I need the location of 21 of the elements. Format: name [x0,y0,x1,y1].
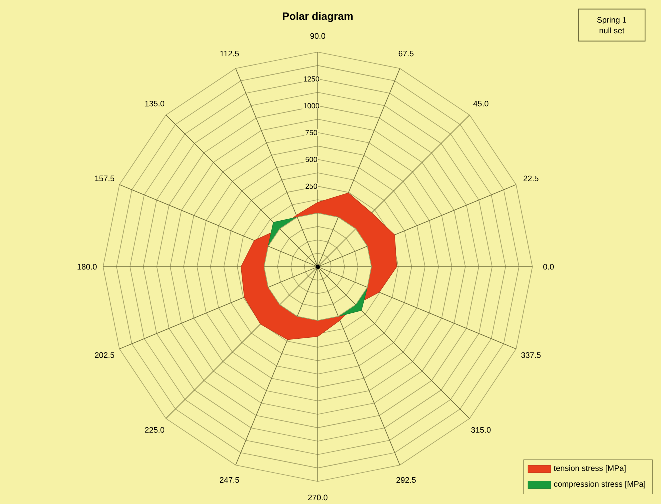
spoke-label: 202.5 [95,352,114,358]
text: null set [600,28,625,34]
spoke-label: 225.0 [145,427,165,434]
spoke-label: 337.5 [522,352,541,358]
spoke-label: 67.5 [398,50,414,57]
legend-label: tension stress [MPa] [554,465,626,473]
spoke-label: 292.5 [396,477,416,484]
spoke-label: 180.0 [78,264,97,270]
spoke-label: 157.5 [95,176,114,182]
chart-title: Polar diagram [283,12,353,22]
spoke-label: 0.0 [544,264,554,270]
spoke-label: 315.0 [471,427,491,434]
text: Spring 1 [597,17,626,25]
spoke-label: 45.0 [474,101,489,107]
spoke-label: 22.5 [524,176,539,182]
legend-label: compression stress [MPa] [554,481,646,489]
spoke-label: 247.5 [220,477,240,484]
spoke-label: 90.0 [310,33,326,40]
spoke-label: 135.0 [145,101,165,107]
spoke-label: 270.0 [308,494,328,501]
spoke-label: 112.5 [220,50,240,57]
